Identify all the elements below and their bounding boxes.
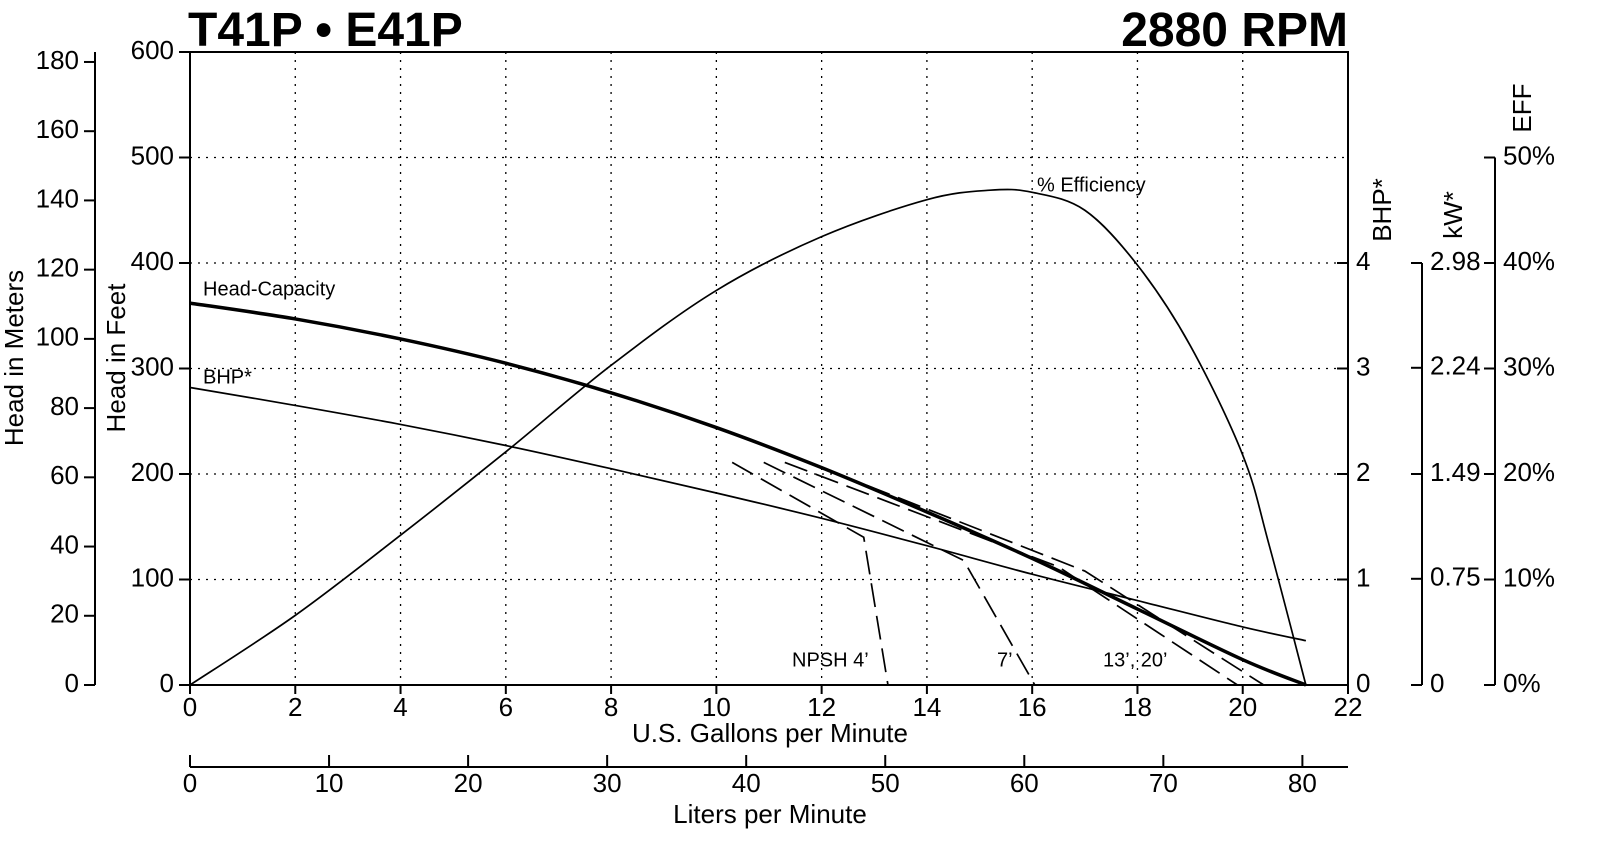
curve-label: BHP* bbox=[203, 366, 252, 388]
y-tick-label: 1 bbox=[1356, 562, 1370, 592]
y-tick-label: 180 bbox=[36, 45, 79, 75]
x-tick-label: 12 bbox=[807, 692, 836, 722]
x-tick-label: 14 bbox=[912, 692, 941, 722]
y-axis-label: BHP* bbox=[1367, 178, 1397, 242]
x2-tick-label: 60 bbox=[1010, 768, 1039, 798]
y-axis-label: Head in Meters bbox=[0, 270, 29, 446]
x-tick-label: 4 bbox=[393, 692, 407, 722]
y-axis-label: kW* bbox=[1438, 191, 1468, 239]
y-tick-label: 30% bbox=[1503, 351, 1555, 381]
curve-label: Head-Capacity bbox=[203, 278, 335, 300]
y-tick-label: 20% bbox=[1503, 457, 1555, 487]
y-tick-label: 20 bbox=[50, 599, 79, 629]
x2-tick-label: 40 bbox=[732, 768, 761, 798]
y-tick-label: 60 bbox=[50, 460, 79, 490]
chart-subtitle: 2880 RPM bbox=[1121, 4, 1348, 57]
y-tick-label: 10% bbox=[1503, 562, 1555, 592]
y-tick-label: 0.75 bbox=[1430, 562, 1481, 592]
x-tick-label: 22 bbox=[1334, 692, 1363, 722]
y-tick-label: 160 bbox=[36, 114, 79, 144]
y-tick-label: 1.49 bbox=[1430, 457, 1481, 487]
y-tick-label: 200 bbox=[131, 457, 174, 487]
x-axis-label: U.S. Gallons per Minute bbox=[632, 718, 908, 748]
curve bbox=[189, 188, 1307, 686]
x-tick-label: 20 bbox=[1228, 692, 1257, 722]
y-tick-label: 500 bbox=[131, 140, 174, 170]
curve-label: 13’, 20’ bbox=[1103, 649, 1168, 671]
y-tick-label: 600 bbox=[131, 35, 174, 65]
x2-tick-label: 70 bbox=[1149, 768, 1178, 798]
curve-label: % Efficiency bbox=[1037, 174, 1146, 196]
y-tick-label: 100 bbox=[131, 562, 174, 592]
y-axis-label: EFF bbox=[1507, 83, 1537, 132]
y-tick-label: 40 bbox=[50, 529, 79, 559]
y-tick-label: 0 bbox=[1430, 668, 1444, 698]
x2-tick-label: 50 bbox=[871, 768, 900, 798]
x2-tick-label: 0 bbox=[183, 768, 197, 798]
y-tick-label: 2.24 bbox=[1430, 351, 1481, 381]
y-tick-label: 40% bbox=[1503, 246, 1555, 276]
y-tick-label: 120 bbox=[36, 253, 79, 283]
y-tick-label: 0 bbox=[160, 668, 174, 698]
y-tick-label: 2 bbox=[1356, 457, 1370, 487]
x2-tick-label: 10 bbox=[315, 768, 344, 798]
y-tick-label: 4 bbox=[1356, 246, 1370, 276]
y-tick-label: 0 bbox=[65, 668, 79, 698]
x2-axis-label: Liters per Minute bbox=[673, 799, 867, 829]
x-tick-label: 10 bbox=[702, 692, 731, 722]
chart-title: T41P • E41P bbox=[188, 4, 463, 57]
y-tick-label: 0% bbox=[1503, 668, 1541, 698]
x-tick-label: 6 bbox=[499, 692, 513, 722]
curve-label: NPSH 4’ bbox=[792, 649, 869, 671]
curve-label: 7’ bbox=[997, 649, 1013, 671]
curve bbox=[189, 386, 1307, 642]
curve bbox=[784, 460, 1265, 686]
curve bbox=[731, 461, 889, 686]
y-tick-label: 140 bbox=[36, 183, 79, 213]
y-tick-label: 400 bbox=[131, 246, 174, 276]
curve bbox=[189, 301, 1307, 687]
x-tick-label: 8 bbox=[604, 692, 618, 722]
x-tick-label: 16 bbox=[1018, 692, 1047, 722]
y-tick-label: 100 bbox=[36, 322, 79, 352]
y-tick-label: 80 bbox=[50, 391, 79, 421]
curve bbox=[763, 461, 1036, 686]
y-axis-label: Head in Feet bbox=[101, 283, 131, 433]
y-tick-label: 300 bbox=[131, 351, 174, 381]
x-tick-label: 2 bbox=[288, 692, 302, 722]
x2-tick-label: 20 bbox=[454, 768, 483, 798]
x2-tick-label: 80 bbox=[1288, 768, 1317, 798]
y-tick-label: 2.98 bbox=[1430, 246, 1481, 276]
y-tick-label: 50% bbox=[1503, 140, 1555, 170]
x-tick-label: 0 bbox=[183, 692, 197, 722]
y-tick-label: 3 bbox=[1356, 351, 1370, 381]
x2-tick-label: 30 bbox=[593, 768, 622, 798]
y-tick-label: 0 bbox=[1356, 668, 1370, 698]
x-tick-label: 18 bbox=[1123, 692, 1152, 722]
